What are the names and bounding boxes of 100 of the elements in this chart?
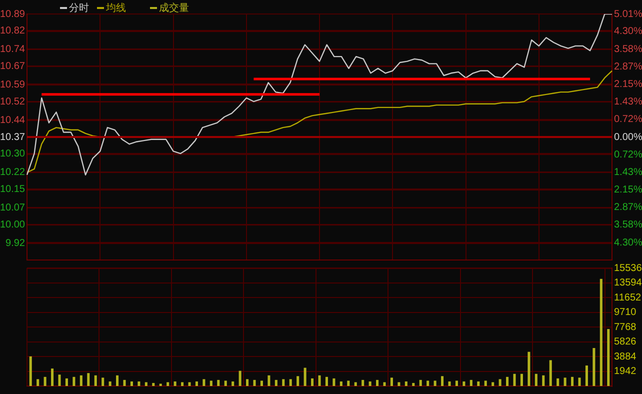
bar xyxy=(144,382,148,386)
legend-label: 均线 xyxy=(106,2,126,15)
y-tick-label: 10.15 xyxy=(0,184,26,195)
bar xyxy=(289,379,292,386)
y-tick-label: 1942 xyxy=(614,366,637,377)
y2-tick-label: 2.87% xyxy=(614,61,642,72)
bar xyxy=(282,379,285,386)
bar xyxy=(116,375,119,386)
y2-tick-label: 2.15% xyxy=(614,184,642,196)
bar xyxy=(376,380,379,386)
bar xyxy=(564,378,566,386)
bar xyxy=(274,380,278,386)
y-tick-label: 10.52 xyxy=(0,96,26,108)
y-tick-label: 10.82 xyxy=(0,25,26,36)
bar xyxy=(398,382,400,386)
y-tick-label: 10.89 xyxy=(0,8,26,20)
bar xyxy=(87,373,90,386)
bar xyxy=(556,378,560,386)
bar xyxy=(520,374,523,386)
bar xyxy=(238,370,242,386)
bar xyxy=(498,379,502,386)
y2-tick-label: 1.43% xyxy=(614,166,642,178)
bar xyxy=(448,381,451,386)
legend-label: 成交量 xyxy=(159,2,189,15)
bar xyxy=(102,378,104,386)
bar xyxy=(434,380,436,386)
y-tick-label: 15536 xyxy=(614,262,642,274)
bar xyxy=(246,379,249,386)
bar xyxy=(592,348,596,386)
bar xyxy=(195,381,198,386)
bar xyxy=(441,376,444,386)
bar xyxy=(260,380,263,386)
bar xyxy=(477,381,480,386)
y-tick-label: 13594 xyxy=(614,278,642,288)
y2-tick-label: 2.15% xyxy=(614,78,642,90)
bar xyxy=(585,365,588,386)
y-tick-label: 10.59 xyxy=(0,80,26,91)
bar xyxy=(542,375,545,386)
bar xyxy=(332,378,336,386)
bar xyxy=(528,352,530,386)
bar xyxy=(72,376,76,386)
bar xyxy=(368,381,372,386)
y2-tick-label: 0.72% xyxy=(614,114,642,126)
bar xyxy=(607,329,610,386)
bar xyxy=(426,380,430,386)
bar xyxy=(549,360,552,386)
bar xyxy=(534,374,538,386)
bar xyxy=(174,381,176,386)
y2-tick-label: 3.58% xyxy=(614,44,642,55)
bar xyxy=(600,278,602,386)
y2-tick-label: 4.30% xyxy=(614,237,642,248)
y-tick-label: 10.67 xyxy=(0,60,26,72)
bar xyxy=(455,380,458,386)
bar xyxy=(232,381,234,386)
bar xyxy=(65,378,68,386)
bar xyxy=(340,381,342,386)
y-tick-label: 10.22 xyxy=(0,167,26,178)
bar xyxy=(253,380,256,386)
bar xyxy=(318,375,321,386)
y-tick-label: 10.44 xyxy=(0,115,26,126)
bar xyxy=(51,368,54,386)
y-tick-label: 10.37 xyxy=(0,132,26,143)
y-tick-label: 9.92 xyxy=(6,238,26,250)
y-tick-label: 5826 xyxy=(614,336,637,348)
bar xyxy=(354,382,357,386)
bar xyxy=(217,380,220,386)
bar xyxy=(296,376,300,386)
bar xyxy=(571,376,574,386)
y2-tick-label: 4.30% xyxy=(614,26,642,38)
bar xyxy=(513,374,516,386)
y-tick-label: 10.74 xyxy=(0,44,26,56)
bar xyxy=(347,380,350,386)
y2-tick-label: 5.01% xyxy=(614,8,642,20)
y-tick-label: 11652 xyxy=(614,292,642,304)
bar xyxy=(390,378,393,386)
bar xyxy=(362,380,364,386)
bar xyxy=(130,381,133,386)
y2-tick-label: 1.43% xyxy=(614,96,642,108)
bar xyxy=(188,382,191,386)
bar xyxy=(36,379,40,386)
y-tick-label: 3884 xyxy=(614,351,637,362)
bar xyxy=(44,376,46,386)
y-tick-label: 10.30 xyxy=(0,148,26,160)
y-tick-label: 7768 xyxy=(614,322,637,333)
bar xyxy=(152,382,155,386)
bar xyxy=(470,380,472,386)
bar xyxy=(224,380,227,386)
bar xyxy=(123,380,126,386)
bar xyxy=(108,381,112,386)
y2-tick-label: 2.87% xyxy=(614,202,642,214)
bar xyxy=(202,379,206,386)
bar xyxy=(404,381,408,386)
y-tick-label: 9710 xyxy=(614,307,637,318)
legend-label: 分时 xyxy=(69,2,89,15)
bar xyxy=(325,376,328,386)
y2-tick-label: 0.00% xyxy=(614,132,642,143)
bar xyxy=(578,378,581,386)
y2-tick-label: 0.72% xyxy=(614,149,642,160)
bar xyxy=(383,382,386,386)
bar xyxy=(80,375,82,386)
